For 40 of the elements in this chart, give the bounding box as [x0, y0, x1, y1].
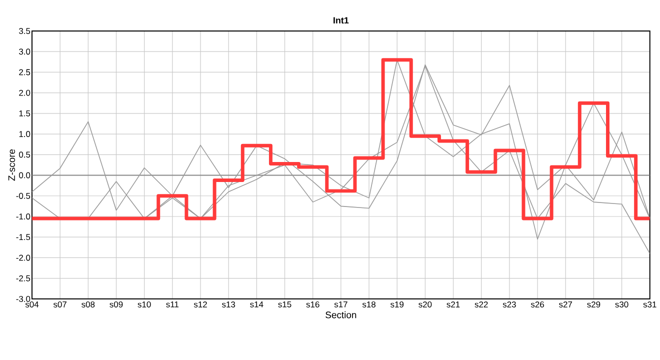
x-tick-label: s10: [138, 301, 151, 308]
y-tick-label: 2.5: [19, 69, 30, 76]
x-tick-label: s20: [418, 301, 432, 308]
x-tick-label: s14: [250, 301, 264, 308]
x-tick-label: s16: [306, 301, 320, 308]
x-tick-label: s04: [25, 301, 39, 308]
x-tick-label: s12: [194, 301, 207, 308]
y-tick-label: 0.0: [19, 172, 30, 178]
x-tick-label: s31: [643, 301, 656, 308]
x-tick-label: s17: [334, 301, 348, 308]
x-tick-label: s22: [474, 301, 488, 308]
x-tick-label: s18: [362, 301, 376, 308]
y-tick-label: 0.5: [19, 152, 30, 158]
x-tick-label: s27: [559, 301, 572, 308]
y-tick-label: 2.0: [19, 90, 30, 96]
y-tick-label: 1.0: [19, 131, 30, 138]
y-tick-label: 1.5: [19, 110, 30, 116]
y-tick-label: -2.5: [16, 275, 30, 282]
x-axis-title: Section: [326, 311, 356, 318]
x-tick-label: s09: [110, 301, 123, 308]
x-tick-label: s21: [446, 301, 460, 308]
y-axis-title: Z-score: [8, 149, 16, 181]
y-tick-label: 3.0: [19, 48, 30, 55]
x-tick-label: s26: [530, 301, 544, 308]
x-tick-label: s11: [166, 301, 179, 308]
x-tick-label: s08: [82, 301, 95, 308]
x-tick-label: s15: [278, 301, 292, 308]
y-tick-label: -3.0: [16, 296, 30, 302]
y-tick-label: -0.5: [16, 192, 30, 199]
x-tick-label: s23: [502, 301, 516, 308]
y-tick-label: 3.5: [19, 28, 30, 34]
y-tick-label: -1.5: [16, 234, 30, 240]
y-tick-label: -1.0: [16, 214, 30, 220]
x-tick-label: s19: [390, 301, 404, 308]
y-tick-label: -2.0: [16, 254, 30, 261]
x-tick-label: s13: [222, 301, 236, 308]
x-tick-label: s07: [53, 301, 66, 308]
chart-title: Int1: [334, 17, 349, 24]
x-tick-label: s30: [615, 301, 628, 308]
x-tick-label: s29: [587, 301, 600, 308]
